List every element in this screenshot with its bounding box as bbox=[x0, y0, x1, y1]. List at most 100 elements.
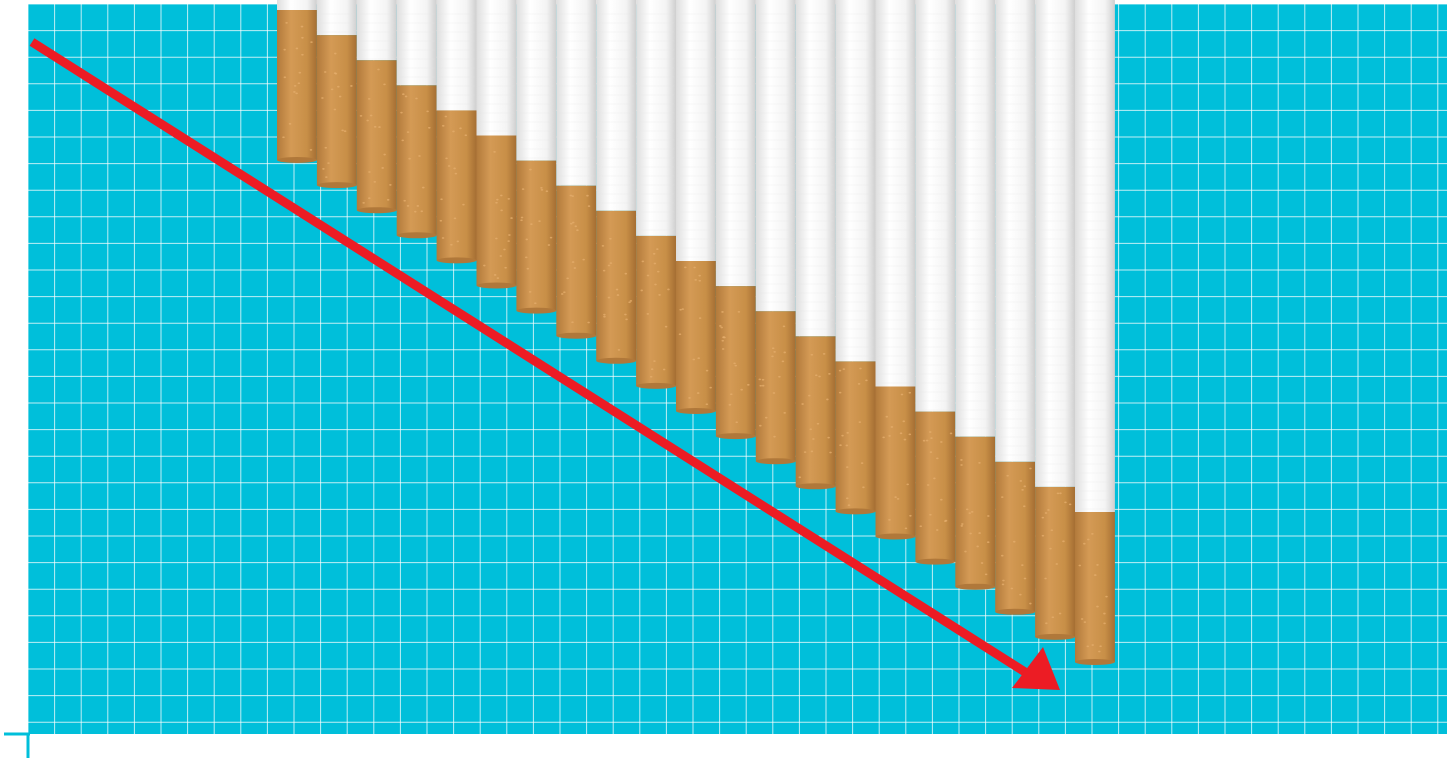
filter-speckle bbox=[400, 111, 403, 114]
filter-speckle bbox=[925, 439, 929, 442]
filter-speckle bbox=[350, 85, 353, 87]
filter-speckle bbox=[369, 114, 373, 117]
arrow-head bbox=[1012, 647, 1060, 690]
cigarette-filter bbox=[676, 261, 716, 411]
filter-speckle bbox=[406, 205, 410, 207]
filter-speckle bbox=[603, 315, 606, 318]
filter-speckle bbox=[521, 188, 525, 191]
filter-speckle bbox=[782, 325, 786, 328]
cigarette-bars bbox=[277, 0, 1115, 665]
filter-speckle bbox=[1058, 612, 1062, 615]
filter-end bbox=[636, 382, 676, 389]
filter-speckle bbox=[359, 114, 363, 117]
filter-speckle bbox=[936, 457, 939, 460]
cigarette bbox=[955, 0, 996, 590]
filter-speckle bbox=[586, 194, 589, 197]
filter-speckle bbox=[582, 258, 585, 261]
filter-speckle bbox=[1041, 534, 1045, 537]
filter-speckle bbox=[500, 209, 503, 212]
cigarette-paper bbox=[915, 0, 956, 412]
filter-speckle bbox=[929, 451, 933, 454]
filter-speckle bbox=[960, 464, 963, 466]
filter-speckle bbox=[696, 392, 700, 394]
filter-speckle bbox=[368, 197, 371, 200]
filter-speckle bbox=[413, 210, 417, 213]
filter-speckle bbox=[801, 403, 804, 405]
filter-speckle bbox=[987, 515, 990, 517]
filter-speckle bbox=[587, 205, 591, 208]
filter-speckle bbox=[309, 148, 313, 151]
cigarette bbox=[636, 0, 676, 389]
filter-speckle bbox=[607, 264, 611, 267]
filter-speckle bbox=[1049, 547, 1052, 550]
filter-speckle bbox=[300, 25, 304, 28]
filter-speckle bbox=[504, 266, 507, 269]
filter-speckle bbox=[624, 272, 628, 275]
filter-speckle bbox=[899, 432, 903, 435]
cigarette-paper bbox=[875, 0, 916, 387]
filter-speckle bbox=[783, 411, 786, 414]
filter-speckle bbox=[1000, 554, 1004, 557]
cigarette-filter bbox=[596, 210, 637, 361]
filter-speckle bbox=[838, 369, 842, 372]
filter-speckle bbox=[420, 210, 424, 213]
cigarette-filter bbox=[476, 135, 517, 286]
filter-speckle bbox=[720, 326, 724, 329]
filter-speckle bbox=[803, 451, 807, 454]
filter-speckle bbox=[408, 157, 411, 160]
filter-speckle bbox=[1098, 650, 1101, 653]
filter-speckle bbox=[529, 168, 532, 171]
filter-speckle bbox=[705, 403, 709, 406]
filter-speckle bbox=[530, 223, 533, 226]
filter-speckle bbox=[545, 190, 549, 193]
filter-end bbox=[676, 408, 716, 414]
filter-speckle bbox=[1044, 512, 1048, 514]
filter-speckle bbox=[1105, 595, 1108, 598]
filter-speckle bbox=[829, 451, 832, 454]
filter-speckle bbox=[540, 188, 544, 191]
cigarette bbox=[436, 0, 477, 264]
filter-speckle bbox=[321, 97, 324, 99]
cigarette-filter bbox=[955, 436, 996, 587]
filter-speckle bbox=[1023, 485, 1027, 488]
filter-speckle bbox=[926, 484, 930, 486]
filter-speckle bbox=[773, 435, 776, 438]
filter-speckle bbox=[383, 153, 386, 156]
cigarette bbox=[277, 0, 317, 163]
filter-speckle bbox=[978, 462, 981, 464]
filter-speckle bbox=[495, 201, 498, 204]
filter-speckle bbox=[496, 277, 500, 280]
filter-speckle bbox=[646, 274, 650, 277]
filter-speckle bbox=[609, 262, 613, 265]
filter-speckle bbox=[816, 422, 820, 425]
filter-end bbox=[875, 533, 916, 540]
cigarette-paper bbox=[1035, 0, 1075, 487]
filter-speckle bbox=[510, 217, 513, 219]
filter-speckle bbox=[940, 441, 943, 443]
filter-speckle bbox=[507, 197, 511, 200]
filter-speckle bbox=[293, 84, 297, 87]
cigarette bbox=[875, 0, 916, 540]
filter-end bbox=[476, 282, 517, 289]
filter-speckle bbox=[812, 438, 815, 440]
cigarette bbox=[516, 0, 557, 314]
filter-speckle bbox=[1059, 492, 1062, 495]
filter-speckle bbox=[297, 82, 301, 85]
filter-speckle bbox=[322, 168, 325, 170]
filter-speckle bbox=[441, 237, 445, 239]
filter-speckle bbox=[965, 508, 969, 511]
filter-speckle bbox=[602, 269, 606, 272]
filter-speckle bbox=[693, 266, 696, 269]
filter-speckle bbox=[333, 52, 337, 55]
filter-speckle bbox=[1045, 622, 1048, 625]
filter-speckle bbox=[615, 288, 619, 291]
filter-speckle bbox=[549, 236, 553, 239]
filter-speckle bbox=[859, 367, 862, 370]
filter-speckle bbox=[415, 97, 418, 100]
filter-speckle bbox=[761, 384, 765, 387]
cigarette-paper bbox=[356, 0, 397, 61]
filter-speckle bbox=[842, 368, 846, 371]
filter-speckle bbox=[1050, 529, 1054, 532]
cigarette-paper bbox=[715, 0, 756, 287]
filter-speckle bbox=[930, 437, 933, 440]
